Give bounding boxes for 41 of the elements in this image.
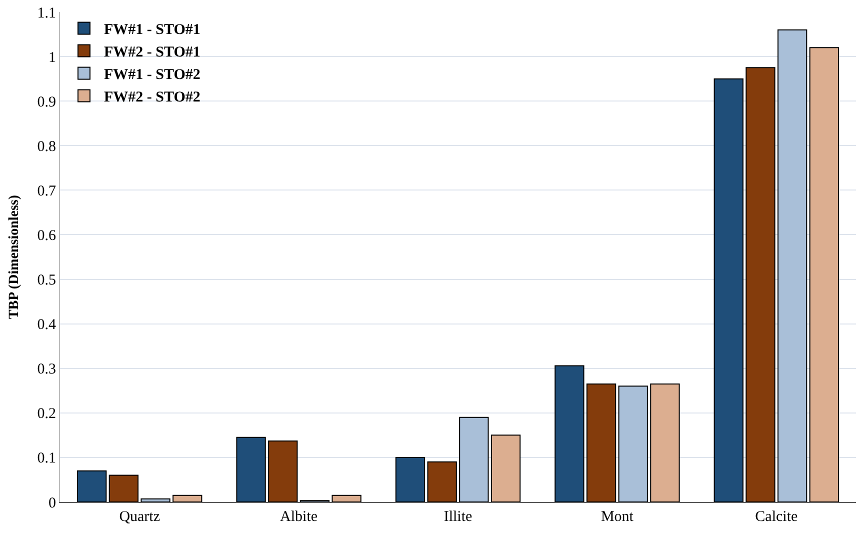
y-tick-label: 1: [48, 50, 56, 66]
x-tick-label: Quartz: [119, 509, 160, 525]
y-tick-label: 0: [48, 495, 56, 512]
y-axis-title: TBP (Dimensionless): [6, 194, 22, 320]
bar: [586, 383, 616, 502]
legend-label: FW#2 - STO#2: [104, 90, 200, 106]
x-tick-label: Calcite: [755, 509, 798, 525]
bar: [714, 78, 744, 502]
bar: [777, 29, 808, 502]
bar: [809, 47, 839, 502]
bar: [236, 436, 266, 502]
legend-label: FW#2 - STO#1: [104, 44, 200, 61]
y-tick-label: 0.7: [37, 183, 56, 200]
y-tick-label: 0.3: [37, 362, 56, 378]
bar: [108, 474, 139, 502]
y-tick-label: 0.8: [37, 138, 56, 155]
bar: [618, 386, 648, 502]
y-tick-label: 0.1: [37, 450, 56, 467]
bar: [268, 440, 298, 502]
y-tick-label: 0.4: [37, 317, 56, 334]
bar: [427, 461, 457, 502]
y-tick-label: 0.5: [37, 272, 56, 289]
bar: [77, 470, 107, 502]
y-tick-label: 0.6: [37, 228, 56, 244]
legend-label: FW#1 - STO#2: [104, 67, 200, 84]
y-tick-label: 0.9: [37, 94, 56, 110]
bar: [172, 494, 202, 502]
x-tick-label: Illite: [444, 509, 472, 525]
bar: [554, 365, 584, 502]
bar: [459, 416, 489, 502]
x-tick-label: Mont: [600, 509, 634, 525]
bar: [332, 494, 362, 502]
bar: [490, 434, 521, 502]
x-tick-label: Albite: [280, 509, 318, 525]
bar: [140, 498, 170, 502]
y-tick-label: 1.1: [37, 5, 56, 22]
y-tick-label: 0.2: [37, 406, 56, 422]
bar: [395, 456, 426, 502]
legend-label: FW#1 - STO#1: [104, 22, 200, 38]
bar: [746, 67, 776, 502]
bar: [650, 383, 680, 502]
